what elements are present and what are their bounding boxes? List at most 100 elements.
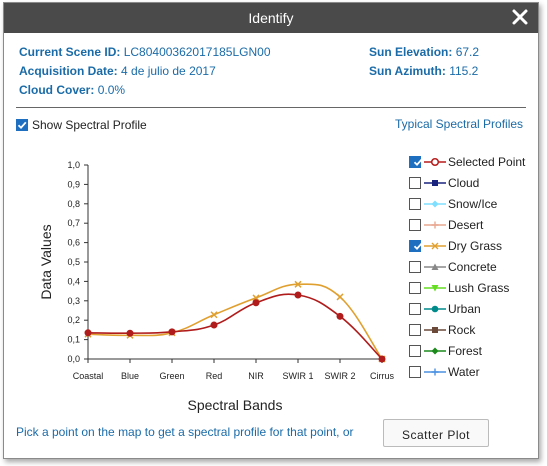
dry-grass-point — [294, 280, 302, 288]
y-tick-label: 0,4 — [67, 276, 80, 286]
title-bar: Identify — [4, 3, 538, 33]
legend-checkbox-water[interactable] — [409, 365, 421, 378]
legend-item-water[interactable]: Water — [409, 361, 525, 382]
legend-checkbox-cloud[interactable] — [409, 176, 421, 189]
selected-point-point — [336, 312, 344, 320]
y-tick-label: 0,3 — [67, 296, 80, 306]
legend-checkbox-concrete[interactable] — [409, 260, 421, 273]
x-tick-label: Cirrus — [370, 371, 394, 381]
y-tick-label: 1,0 — [67, 160, 80, 170]
scatter-plot-button[interactable]: Scatter Plot — [383, 419, 489, 447]
rock-marker-icon — [421, 324, 448, 336]
desert-marker-icon — [421, 219, 448, 231]
legend-checkbox-rock[interactable] — [409, 323, 421, 336]
identify-dialog: Identify Current Scene ID: LC80400362017… — [3, 2, 539, 459]
legend-label: Water — [448, 364, 480, 379]
divider — [16, 107, 526, 108]
legend-checkbox-dry-grass[interactable] — [409, 239, 423, 252]
scene-id-label: Current Scene ID: — [19, 45, 121, 59]
legend-item-selected-point[interactable]: Selected Point — [409, 151, 525, 172]
legend-label: Lush Grass — [448, 280, 510, 295]
legend-label: Rock — [448, 322, 476, 337]
footer-hint: Pick a point on the map to get a spectra… — [16, 425, 354, 439]
water-marker-icon — [421, 366, 448, 378]
scene-info: Current Scene ID: LC80400362017185LGN00 … — [19, 43, 271, 100]
scene-id-value: LC80400362017185LGN00 — [123, 45, 271, 59]
acquisition-label: Acquisition Date: — [19, 64, 118, 78]
selected-point-marker-icon — [421, 156, 448, 168]
azimuth-value: 115.2 — [449, 64, 479, 78]
selected-point-point — [252, 299, 260, 307]
cloud-value: 0.0% — [97, 83, 126, 97]
legend-label: Snow/Ice — [448, 196, 498, 211]
urban-marker-icon — [421, 303, 448, 315]
selected-point-point — [84, 329, 92, 337]
x-tick-label: SWIR 2 — [324, 371, 355, 381]
x-tick-label: Blue — [121, 371, 139, 381]
concrete-marker-icon — [421, 261, 448, 273]
legend-item-forest[interactable]: Forest — [409, 340, 525, 361]
legend-item-dry-grass[interactable]: Dry Grass — [409, 235, 525, 256]
legend-checkbox-snow-ice[interactable] — [409, 197, 421, 210]
typical-profiles-link[interactable]: Typical Spectral Profiles — [395, 117, 524, 131]
legend-item-urban[interactable]: Urban — [409, 298, 525, 319]
legend-item-concrete[interactable]: Concrete — [409, 256, 525, 277]
spectral-chart[interactable]: 0,0 0,1 0,2 0,3 0,4 0,5 0,6 0,7 0,8 0,9 1,0 Coastal… — [14, 151, 404, 421]
legend-checkbox-forest[interactable] — [409, 344, 421, 357]
show-profile-label: Show Spectral Profile — [32, 117, 147, 132]
y-tick-label: 0,2 — [67, 315, 80, 325]
y-tick-label: 0,1 — [67, 335, 80, 345]
legend-label: Selected Point — [448, 154, 526, 169]
sun-info: Sun Elevation: 67.2 Sun Azimuth: 115.2 — [369, 43, 479, 81]
legend-item-lush-grass[interactable]: Lush Grass — [409, 277, 525, 298]
selected-point-line — [87, 293, 383, 360]
legend-item-snow-ice[interactable]: Snow/Ice — [409, 193, 525, 214]
scene-id-row: Current Scene ID: LC80400362017185LGN00 — [19, 43, 271, 62]
legend-label: Urban — [448, 301, 481, 316]
cloud-label: Cloud Cover: — [19, 83, 95, 97]
chart-legend: Selected Point Cloud Snow/Ice Desert Dry Gra… — [409, 151, 525, 382]
dry-grass-marker-icon — [421, 240, 448, 252]
legend-label: Concrete — [448, 259, 497, 274]
legend-item-desert[interactable]: Desert — [409, 214, 525, 235]
dialog-title: Identify — [248, 10, 294, 26]
lush-grass-marker-icon — [421, 282, 448, 294]
forest-marker-icon — [421, 345, 448, 357]
legend-item-rock[interactable]: Rock — [409, 319, 525, 340]
y-tick-label: 0,8 — [67, 199, 80, 209]
show-profile-checkbox[interactable] — [16, 118, 28, 131]
x-tick-label: Coastal — [73, 371, 104, 381]
y-axis-title: Data Values — [38, 224, 54, 299]
selected-point-point — [378, 355, 386, 363]
legend-checkbox-urban[interactable] — [409, 302, 421, 315]
x-tick-label: Green — [159, 371, 184, 381]
cloud-marker-icon — [421, 177, 448, 189]
dry-grass-point — [210, 311, 218, 319]
y-tick-label: 0,7 — [67, 218, 80, 228]
y-tick-label: 0,0 — [67, 354, 80, 364]
legend-checkbox-lush-grass[interactable] — [409, 281, 421, 294]
legend-label: Forest — [448, 343, 483, 358]
show-profile-toggle[interactable]: Show Spectral Profile — [16, 117, 147, 132]
dry-grass-point — [336, 293, 344, 301]
y-tick-label: 0,6 — [67, 238, 80, 248]
legend-label: Cloud — [448, 175, 480, 190]
y-tick-label: 0,5 — [67, 257, 80, 267]
elevation-label: Sun Elevation: — [369, 45, 453, 59]
x-tick-label: Red — [206, 371, 223, 381]
legend-checkbox-desert[interactable] — [409, 218, 421, 231]
legend-label: Dry Grass — [448, 238, 502, 253]
selected-point-point — [294, 291, 302, 299]
x-axis-title: Spectral Bands — [188, 397, 283, 413]
legend-label: Desert — [448, 217, 484, 232]
x-tick-label: NIR — [248, 371, 264, 381]
y-tick-label: 0,9 — [67, 179, 80, 189]
close-icon[interactable] — [510, 7, 530, 27]
legend-checkbox-selected-point[interactable] — [409, 155, 423, 168]
legend-item-cloud[interactable]: Cloud — [409, 172, 525, 193]
azimuth-label: Sun Azimuth: — [369, 64, 446, 78]
elevation-row: Sun Elevation: 67.2 — [369, 43, 479, 62]
x-tick-label: SWIR 1 — [282, 371, 313, 381]
elevation-value: 67.2 — [455, 45, 480, 59]
selected-point-point — [168, 328, 176, 336]
